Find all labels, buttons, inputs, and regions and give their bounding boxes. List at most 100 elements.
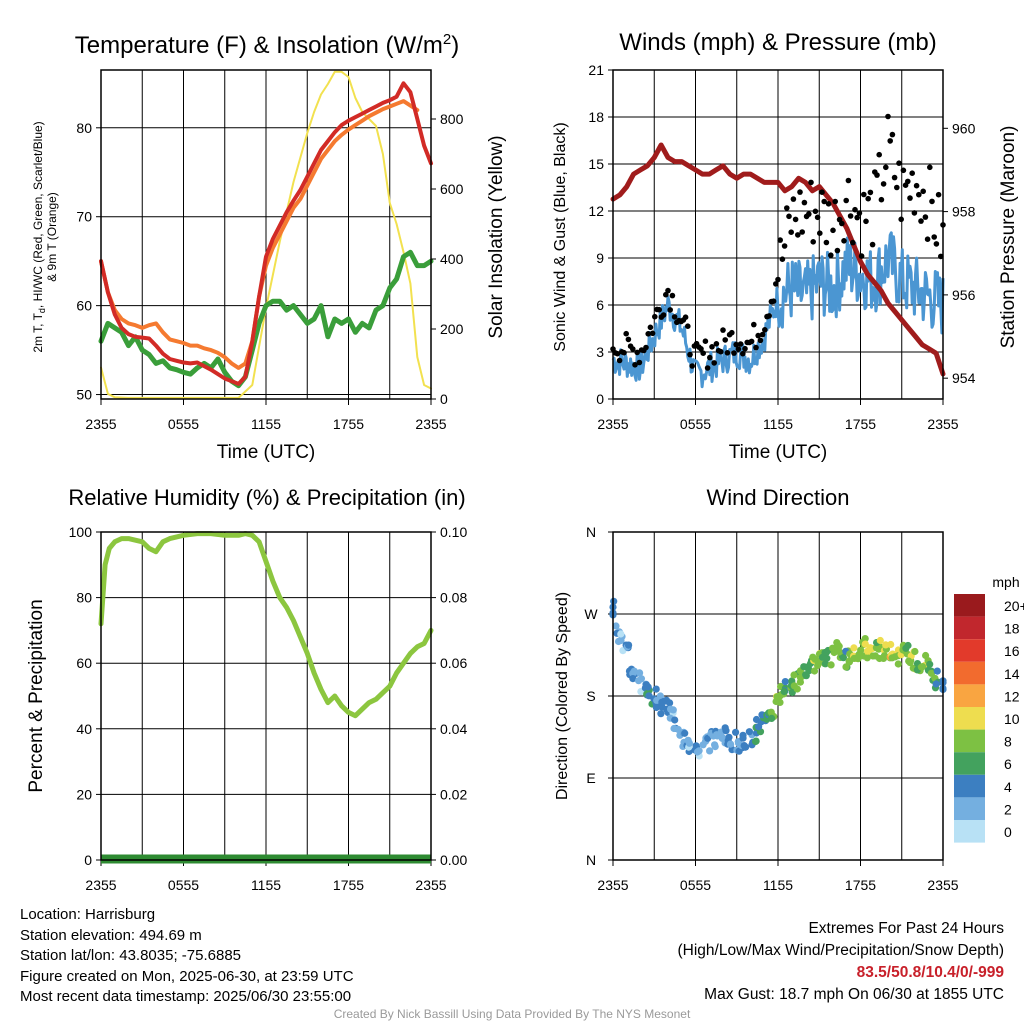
direction-point [822, 648, 831, 656]
legend-swatch-7 [954, 752, 985, 775]
gust-point [891, 174, 898, 181]
gust-point [843, 197, 849, 204]
y-tick-0-3: 80 [76, 120, 92, 136]
y-right-tick-2-4: 0.08 [440, 590, 467, 606]
series-line-1-0 [611, 231, 945, 389]
y-right-tick-0-4: 800 [440, 111, 464, 127]
y-tick-1-6: 18 [588, 109, 604, 125]
y-right-tick-0-2: 400 [440, 251, 464, 267]
direction-point [790, 671, 798, 679]
gust-point [841, 238, 847, 244]
direction-points [609, 597, 947, 760]
y-right-tick-2-3: 0.06 [440, 655, 467, 671]
direction-point [612, 622, 620, 630]
gust-point [927, 164, 933, 171]
station-info: Location: Harrisburg Station elevation: … [20, 905, 354, 1008]
direction-point [781, 678, 789, 686]
gust-point [733, 341, 739, 348]
y-tick-1-2: 6 [596, 297, 604, 313]
x-tick-2-4: 2355 [415, 877, 446, 893]
direction-point [695, 747, 703, 755]
legend-swatch-3 [954, 661, 985, 685]
gust-point [704, 365, 711, 371]
gust-point [938, 253, 944, 260]
direction-point [927, 669, 936, 677]
legend-swatch-8 [954, 774, 985, 798]
x-tick-1-0: 2355 [597, 416, 628, 432]
direction-point [810, 667, 819, 675]
direction-point [891, 653, 899, 661]
direction-point [839, 654, 848, 662]
gust-point [920, 188, 926, 195]
ylabel-rest: , HI/WC (Red, Green, Scarlet/Blue) [31, 121, 45, 308]
gust-point [634, 349, 640, 356]
y-tick-0-2: 70 [76, 209, 92, 225]
y-axis-label-3: Direction (Colored By Speed) [554, 592, 571, 800]
y-tick-1-0: 0 [596, 391, 604, 407]
gust-point [867, 189, 874, 196]
direction-point [809, 653, 817, 661]
gust-point [773, 281, 779, 287]
gust-point [878, 196, 885, 203]
gust-point [649, 330, 656, 337]
gust-point [718, 348, 724, 355]
direction-point [894, 660, 902, 668]
y-tick-1-1: 3 [596, 344, 604, 360]
series-line-2-0 [98, 531, 434, 719]
gust-point [931, 234, 937, 240]
direction-point [805, 667, 813, 675]
legend-title: mph [992, 574, 1019, 590]
legend-swatch-9 [954, 797, 985, 820]
panel-title-3: Wind Direction [706, 485, 849, 510]
series-line-0-0 [99, 81, 433, 386]
gust-point [832, 198, 838, 205]
legend-swatch-0 [954, 594, 985, 617]
direction-point [625, 641, 633, 649]
direction-point [732, 728, 740, 736]
legend-label-2: 16 [1004, 643, 1020, 659]
gust-point [861, 191, 867, 198]
gust-point [858, 253, 865, 259]
gust-point [885, 113, 891, 120]
x-tick-1-1: 0555 [680, 416, 711, 432]
gust-point [852, 206, 858, 213]
y-right-tick-2-2: 0.04 [440, 721, 467, 737]
y-tick-1-5: 15 [588, 156, 604, 172]
y-tick-3-3: W [584, 606, 598, 622]
gust-point [887, 138, 893, 144]
direction-point [933, 667, 941, 675]
gust-point [894, 184, 900, 191]
direction-point [726, 740, 735, 748]
gust-point [687, 351, 693, 358]
gust-point [847, 213, 854, 219]
direction-point [850, 644, 858, 652]
x-tick-3-4: 2355 [927, 877, 958, 893]
direction-point [880, 652, 889, 660]
y-right-tick-0-3: 600 [440, 181, 464, 197]
gust-point [913, 182, 920, 189]
direction-point [919, 663, 927, 671]
gust-point [625, 336, 632, 343]
y-right-tick-0-0: 0 [440, 391, 448, 407]
gust-point [742, 345, 748, 352]
gust-point [817, 230, 823, 236]
direction-point [823, 654, 831, 662]
direction-point [905, 657, 913, 665]
direction-point [887, 640, 895, 649]
gust-point [823, 239, 830, 246]
direction-point [836, 648, 844, 656]
gust-point [630, 346, 636, 352]
gust-point [698, 346, 704, 352]
series-line-0-3 [100, 70, 432, 399]
direction-point [657, 710, 665, 718]
direction-point [681, 729, 689, 737]
title-close: ) [451, 32, 459, 59]
direction-point [745, 728, 754, 736]
gust-point [850, 239, 856, 246]
direction-point [768, 714, 776, 723]
gust-point [614, 350, 621, 357]
gust-point [775, 276, 781, 283]
y-right-tick-1-3: 960 [952, 120, 976, 136]
gust-point [830, 227, 836, 234]
direction-point [821, 660, 830, 668]
